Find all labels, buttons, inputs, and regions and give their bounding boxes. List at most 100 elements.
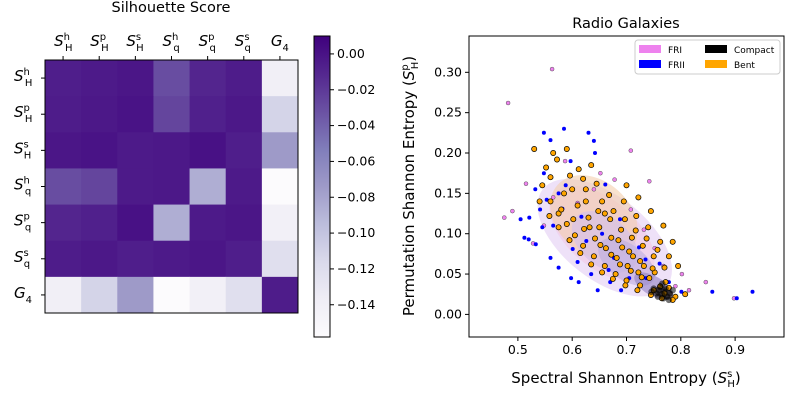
- scatter-point-bent: [531, 146, 538, 152]
- colorbar-tick-label: −0.08: [337, 189, 375, 204]
- scatter-point-compact: [659, 280, 666, 287]
- heatmap-col-label: Sp q: [199, 32, 216, 54]
- heatmap-ticks: Sh H Sp H Ss H Sh q Sp q Ss q G4 Sh H Sp H Ss H Sh q Sp q Ss q G4: [14, 32, 289, 306]
- scatter-point-frii: [527, 215, 532, 220]
- scatter-point-bent: [546, 213, 553, 219]
- scatter-point-frii: [540, 225, 545, 230]
- scatter-point-fri: [502, 215, 507, 220]
- scatter-point-fri: [673, 283, 678, 289]
- scatter-point-bent: [550, 150, 557, 156]
- scatter-point-frii: [657, 261, 662, 266]
- heatmap-cell: [261, 60, 299, 97]
- scatter-point-frii: [541, 171, 546, 176]
- heatmap-cell: [153, 204, 190, 242]
- scatter-point-compact: [662, 285, 669, 292]
- scatter-point-bent: [628, 234, 635, 241]
- heatmap-cell: [225, 132, 263, 169]
- scatter-point-bent: [555, 224, 562, 231]
- scatter-point-bent: [623, 277, 630, 284]
- heatmap-cell: [117, 204, 154, 242]
- scatter-point-bent: [627, 267, 634, 274]
- x-tick-label: 0.7: [617, 342, 637, 357]
- heatmap-title: Silhouette Score: [112, 0, 231, 16]
- scatter-point-frii: [548, 138, 553, 143]
- scatter-point-frii: [548, 255, 553, 260]
- scatter-point-fri: [628, 148, 634, 153]
- scatter-point-bent: [593, 180, 600, 187]
- scatter-point-bent: [665, 253, 672, 260]
- scatter-point-bent: [615, 237, 622, 244]
- scatter-point-bent: [635, 269, 642, 276]
- scatter-point-bent: [602, 245, 609, 252]
- scatter-point-compact: [660, 295, 667, 302]
- scatter-point-bent: [575, 166, 582, 173]
- scatter-point-bent: [607, 216, 614, 223]
- heatmap-cell: [117, 240, 154, 278]
- colorbar-tick-label: 0.00: [337, 46, 365, 61]
- scatter-point-bent: [623, 182, 630, 189]
- y-tick-label: 0.05: [434, 266, 462, 281]
- scatter-point-fri: [647, 179, 652, 184]
- scatter-point-bent: [563, 221, 570, 227]
- scatter-point-bent: [632, 227, 639, 234]
- scatter-point-bent: [596, 224, 603, 231]
- heatmap-cell: [153, 276, 190, 314]
- scatter-point-bent: [582, 186, 589, 193]
- scatter-point-bent: [657, 238, 664, 245]
- scatter-point-bent: [606, 192, 613, 198]
- heatmap-cell: [81, 276, 118, 314]
- scatter-point-bent: [649, 265, 656, 272]
- scatter-point-bent: [613, 254, 620, 261]
- scatter-point-bent: [569, 186, 576, 193]
- heatmap-row-label: Ss H: [14, 139, 31, 161]
- heatmap-row-label: Sh q: [14, 176, 31, 198]
- scatter-ticks: 0.5 0.6 0.7 0.8 0.9 0.00 0.05 0.10 0.15 0.20 0.25 0…: [434, 64, 745, 357]
- scatter-point-fri: [703, 279, 709, 285]
- scatter-point-compact: [654, 293, 662, 300]
- scatter-point-frii: [586, 130, 591, 135]
- heatmap-cell: [117, 168, 154, 205]
- heatmap-cell: [81, 96, 118, 133]
- scatter-point-bent: [597, 242, 604, 248]
- x-tick-label: 0.5: [508, 342, 528, 357]
- heatmap-row-label: Sh H: [14, 67, 32, 89]
- heatmap-cell: [189, 276, 227, 314]
- heatmap-col-label: Sh H: [54, 32, 72, 54]
- scatter-point-bent: [660, 222, 667, 229]
- scatter-point-bent: [581, 225, 588, 232]
- heatmap-cell: [261, 168, 299, 205]
- scatter-point-frii: [533, 242, 538, 247]
- scatter-point-frii: [556, 265, 561, 270]
- scatter-point-frii: [619, 288, 624, 293]
- scatter-point-bent: [622, 282, 629, 289]
- scatter-point-bent: [580, 242, 587, 249]
- colorbar-tick-label: −0.02: [337, 82, 375, 97]
- scatter-point-bent: [567, 172, 573, 179]
- heatmap-cell: [225, 168, 263, 205]
- scatter-point-fri: [641, 227, 647, 232]
- heatmap-cell: [189, 96, 227, 133]
- scatter-point-frii: [603, 182, 608, 187]
- colorbar-tick-label: −0.14: [337, 297, 375, 312]
- heatmap-cell: [189, 204, 227, 242]
- scatter-point-bent: [675, 263, 682, 269]
- heatmap-row-label: Sp q: [14, 212, 31, 234]
- colorbar-ticks: 0.00 −0.02 −0.04 −0.06 −0.08 −0.10 −0.12 −0.14: [330, 46, 375, 312]
- scatter-point-bent: [543, 164, 550, 171]
- x-tick-label: 0.9: [725, 342, 745, 357]
- heatmap-cell: [45, 168, 82, 205]
- scatter-point-bent: [608, 251, 615, 258]
- scatter-point-bent: [633, 213, 640, 219]
- scatter-point-compact: [648, 288, 655, 295]
- scatter-point-bent: [638, 274, 645, 281]
- legend-label: FRI: [668, 46, 682, 56]
- heatmap-cell: [45, 276, 82, 314]
- heatmap-col-label: Ss q: [235, 32, 251, 54]
- scatter-point-bent: [585, 214, 592, 221]
- heatmap-cell: [45, 132, 82, 169]
- scatter-point-bent: [618, 226, 625, 233]
- legend-swatch: [639, 45, 661, 53]
- colorbar-tick-label: −0.12: [337, 261, 375, 276]
- legend-box: [634, 39, 781, 75]
